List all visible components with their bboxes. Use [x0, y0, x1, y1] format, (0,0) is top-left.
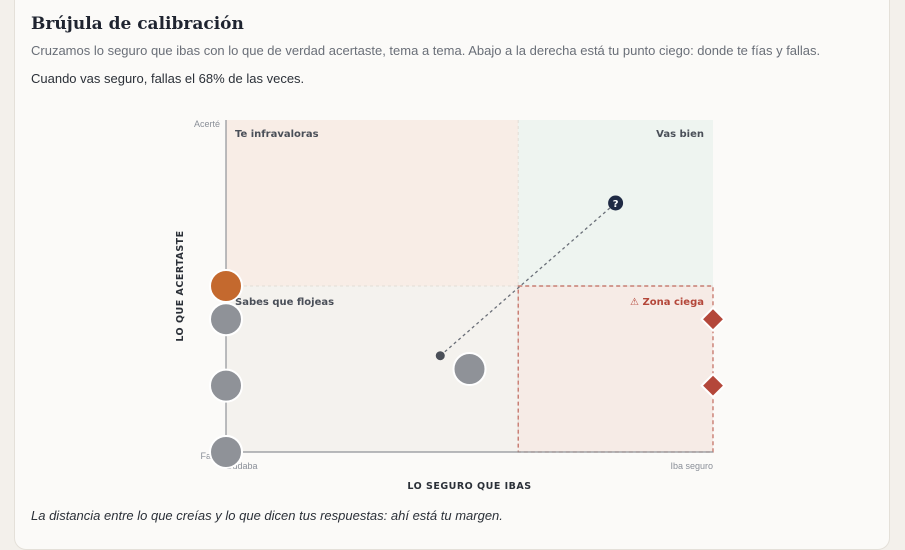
point-6 — [703, 375, 723, 396]
calibration-start-dot — [435, 351, 445, 361]
point-0 — [209, 269, 243, 303]
calibration-end-label: ? — [613, 199, 619, 210]
point-2 — [209, 368, 243, 403]
quadrant-label-top-right: Vas bien — [656, 129, 704, 140]
y-tick-0: Acerté — [194, 119, 220, 129]
quadrant-label-top-left: Te infravaloras — [235, 129, 319, 140]
quadrant-bottom-right — [518, 286, 713, 452]
blind-spot-stat: Cuando vas seguro, fallas el 68% de las … — [31, 71, 305, 86]
x-tick-1: Iba seguro — [670, 461, 713, 471]
x-tick-0: Dudaba — [226, 461, 258, 471]
point-overlay — [209, 435, 243, 469]
calibration-chart: Te infravaloras Vas bien Sabes que flojeas… — [175, 119, 723, 492]
card-title: Brújula de calibración — [31, 14, 244, 34]
x-axis-title: LO SEGURO QUE IBAS — [407, 481, 531, 492]
point-5 — [703, 309, 723, 330]
chart-footnote: La distancia entre lo que creías y lo qu… — [31, 508, 503, 523]
calibration-dashed-line — [439, 202, 617, 357]
quadrant-labels: Te infravaloras Vas bien Sabes que flojeas… — [235, 129, 704, 308]
point-4 — [452, 352, 487, 386]
card-subtitle: Cruzamos lo seguro que ibas con lo que d… — [31, 43, 821, 58]
quadrant-top-left — [226, 120, 519, 286]
point-1 — [209, 302, 243, 337]
quadrant-label-bottom-left: Sabes que flojeas — [235, 297, 334, 308]
y-axis-title: LO QUE ACERTASTE — [175, 230, 186, 341]
calibration-line: ? — [435, 195, 624, 361]
quadrant-label-bottom-right: ⚠ Zona ciega — [630, 297, 704, 308]
calibration-end-marker — [608, 195, 624, 211]
